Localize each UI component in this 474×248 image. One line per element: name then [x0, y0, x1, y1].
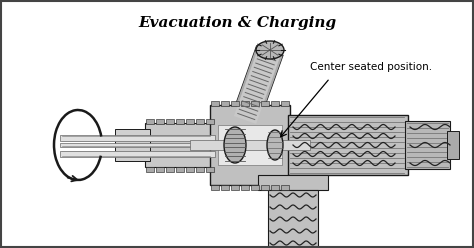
Bar: [271, 185, 279, 190]
Bar: [211, 185, 219, 190]
Bar: [281, 185, 289, 190]
Bar: [145, 123, 220, 167]
Bar: [156, 119, 164, 124]
Bar: [251, 101, 259, 106]
Bar: [251, 185, 259, 190]
Bar: [231, 101, 239, 106]
Bar: [258, 175, 328, 190]
Ellipse shape: [256, 41, 284, 59]
Bar: [115, 129, 150, 161]
Bar: [405, 121, 450, 169]
Bar: [60, 143, 215, 147]
Bar: [221, 101, 229, 106]
Bar: [231, 185, 239, 190]
Bar: [261, 185, 269, 190]
Bar: [271, 101, 279, 106]
Bar: [206, 119, 214, 124]
Bar: [196, 167, 204, 172]
Bar: [190, 140, 310, 150]
Bar: [261, 101, 269, 106]
Bar: [211, 101, 219, 106]
Text: Evacuation & Charging: Evacuation & Charging: [138, 16, 336, 30]
Bar: [176, 167, 184, 172]
Bar: [221, 185, 229, 190]
Ellipse shape: [267, 130, 283, 160]
Bar: [241, 101, 249, 106]
Bar: [206, 167, 214, 172]
Bar: [186, 167, 194, 172]
Bar: [241, 185, 249, 190]
Bar: [268, 190, 318, 248]
Bar: [146, 119, 154, 124]
Bar: [288, 115, 408, 175]
Bar: [166, 167, 174, 172]
Bar: [447, 131, 459, 159]
Bar: [146, 167, 154, 172]
Bar: [60, 151, 215, 157]
Bar: [166, 119, 174, 124]
Bar: [156, 167, 164, 172]
Bar: [196, 119, 204, 124]
Text: Center seated position.: Center seated position.: [310, 62, 432, 72]
Bar: [60, 135, 215, 141]
Bar: [210, 105, 290, 185]
Bar: [218, 125, 282, 165]
Bar: [176, 119, 184, 124]
Ellipse shape: [224, 127, 246, 163]
Bar: [186, 119, 194, 124]
Bar: [281, 101, 289, 106]
